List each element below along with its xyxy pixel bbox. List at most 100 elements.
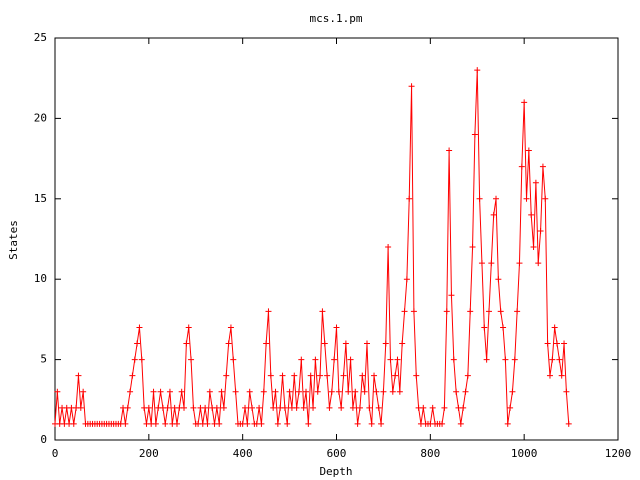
point-marker bbox=[284, 420, 291, 427]
point-marker bbox=[563, 388, 570, 395]
point-marker bbox=[368, 420, 375, 427]
point-marker bbox=[274, 420, 281, 427]
point-marker bbox=[129, 372, 136, 379]
point-marker bbox=[504, 420, 511, 427]
point-marker bbox=[206, 388, 213, 395]
point-marker bbox=[122, 420, 129, 427]
point-marker bbox=[303, 388, 310, 395]
point-marker bbox=[326, 404, 333, 411]
point-marker bbox=[448, 292, 455, 299]
point-marker bbox=[295, 388, 302, 395]
point-marker bbox=[305, 420, 312, 427]
point-marker bbox=[256, 404, 263, 411]
y-axis-label: States bbox=[7, 220, 20, 260]
point-marker bbox=[220, 404, 227, 411]
point-marker bbox=[293, 404, 300, 411]
point-marker bbox=[359, 372, 366, 379]
point-marker bbox=[490, 211, 497, 218]
point-marker bbox=[429, 404, 436, 411]
point-marker bbox=[263, 340, 270, 347]
y-tick-label: 20 bbox=[34, 111, 47, 124]
point-marker bbox=[166, 388, 173, 395]
point-marker bbox=[145, 404, 152, 411]
point-marker bbox=[378, 420, 385, 427]
point-marker bbox=[249, 404, 256, 411]
point-marker bbox=[446, 147, 453, 154]
point-marker bbox=[406, 195, 413, 202]
y-tick-label: 10 bbox=[34, 272, 47, 285]
chart-title: mcs.1.pm bbox=[310, 12, 363, 25]
point-marker bbox=[542, 195, 549, 202]
data-line bbox=[54, 70, 570, 425]
point-marker bbox=[478, 260, 485, 267]
point-marker bbox=[443, 308, 450, 315]
point-marker bbox=[216, 420, 223, 427]
point-marker bbox=[387, 356, 394, 363]
x-tick-label: 1000 bbox=[511, 447, 538, 460]
point-marker bbox=[138, 356, 145, 363]
point-marker bbox=[232, 388, 239, 395]
point-marker bbox=[485, 308, 492, 315]
point-marker bbox=[75, 372, 82, 379]
point-marker bbox=[561, 340, 568, 347]
point-marker bbox=[70, 420, 77, 427]
point-marker bbox=[500, 324, 507, 331]
x-tick-label: 1200 bbox=[605, 447, 632, 460]
point-marker bbox=[373, 388, 380, 395]
point-marker bbox=[340, 372, 347, 379]
point-marker bbox=[307, 372, 314, 379]
point-marker bbox=[420, 404, 427, 411]
point-marker bbox=[258, 420, 265, 427]
point-marker bbox=[502, 356, 509, 363]
point-marker bbox=[352, 388, 359, 395]
point-marker bbox=[152, 420, 159, 427]
point-marker bbox=[401, 308, 408, 315]
point-marker bbox=[230, 356, 237, 363]
point-marker bbox=[157, 388, 164, 395]
point-marker bbox=[183, 340, 190, 347]
point-marker bbox=[549, 356, 556, 363]
point-marker bbox=[80, 388, 87, 395]
point-marker bbox=[514, 308, 521, 315]
point-marker bbox=[474, 67, 481, 74]
point-marker bbox=[361, 388, 368, 395]
point-marker bbox=[136, 324, 143, 331]
point-marker bbox=[324, 372, 331, 379]
point-marker bbox=[319, 308, 326, 315]
point-marker bbox=[462, 388, 469, 395]
point-marker bbox=[188, 356, 195, 363]
point-marker bbox=[408, 83, 415, 90]
point-marker bbox=[396, 388, 403, 395]
point-marker bbox=[124, 404, 131, 411]
point-marker bbox=[279, 372, 286, 379]
point-marker bbox=[453, 388, 460, 395]
point-marker bbox=[464, 372, 471, 379]
point-marker bbox=[54, 388, 61, 395]
point-marker bbox=[385, 244, 392, 251]
point-marker bbox=[481, 324, 488, 331]
point-marker bbox=[225, 340, 232, 347]
point-marker bbox=[535, 260, 542, 267]
point-marker bbox=[335, 388, 342, 395]
point-marker bbox=[181, 404, 188, 411]
point-marker bbox=[328, 388, 335, 395]
point-marker bbox=[483, 356, 490, 363]
point-marker bbox=[546, 372, 553, 379]
point-marker bbox=[204, 420, 211, 427]
point-marker bbox=[347, 356, 354, 363]
point-marker bbox=[77, 404, 84, 411]
point-marker bbox=[244, 420, 251, 427]
point-marker bbox=[317, 372, 324, 379]
point-marker bbox=[173, 420, 180, 427]
point-marker bbox=[441, 404, 448, 411]
point-marker bbox=[380, 388, 387, 395]
point-marker bbox=[382, 340, 389, 347]
y-tick-label: 25 bbox=[34, 31, 47, 44]
point-marker bbox=[354, 420, 361, 427]
point-marker bbox=[439, 420, 446, 427]
point-marker bbox=[246, 388, 253, 395]
point-marker bbox=[511, 356, 518, 363]
point-marker bbox=[392, 372, 399, 379]
point-marker bbox=[389, 388, 396, 395]
point-marker bbox=[509, 388, 516, 395]
